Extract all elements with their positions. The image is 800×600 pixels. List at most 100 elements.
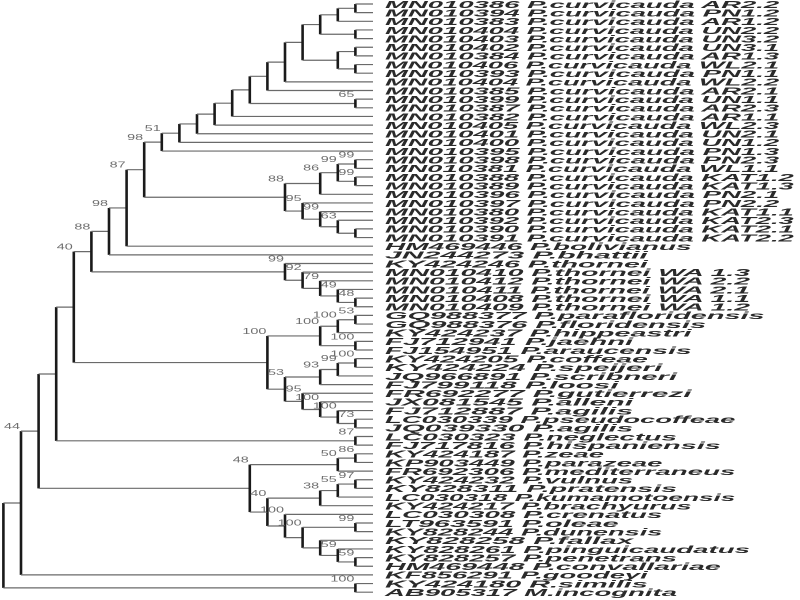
taxon-label: MN010390 P.curvicauda KAT2.1 xyxy=(385,224,794,236)
taxon-label: MN010404 P.curvicauda WL2.2 xyxy=(385,77,780,89)
bootstrap-value: 92 xyxy=(286,262,302,272)
bootstrap-value: 99 xyxy=(338,167,354,177)
bootstrap-value: 100 xyxy=(330,331,354,341)
bootstrap-value: 98 xyxy=(127,132,143,142)
bootstrap-value: 100 xyxy=(278,517,302,527)
taxon-label: KY424246 P.thornei xyxy=(385,258,651,270)
taxon-label: MN010396 P.curvicauda PN2.1 xyxy=(385,189,780,201)
bootstrap-value: 40 xyxy=(57,242,73,252)
taxon-label: KY828311 P.pratensis xyxy=(385,483,677,495)
bootstrap-value: 100 xyxy=(295,316,319,326)
taxon-label: MN010380 P.curvicauda KAT1.1 xyxy=(385,206,794,218)
taxon-label: MN010404 P.curvicauda UN2.2 xyxy=(385,25,780,37)
taxon-label: MN010399 P.curvicauda UN1.1 xyxy=(385,94,780,106)
bootstrap-value: 65 xyxy=(338,89,354,99)
bootstrap-value: 100 xyxy=(330,574,354,584)
taxon-label: MN010383 P.curvicauda AR1.2 xyxy=(385,16,780,28)
taxon-label: KY424205 P.coffeae xyxy=(385,353,648,365)
taxon-label: LC030323 P.neglectus xyxy=(385,431,677,443)
taxon-label: GQ988377 P.parafloridensis xyxy=(385,310,765,322)
bootstrap-value: 55 xyxy=(321,474,337,484)
taxon-label: LT963591 P.oleae xyxy=(385,518,619,530)
bootstrap-value: 99 xyxy=(321,353,337,363)
bootstrap-value: 51 xyxy=(145,123,161,133)
taxon-label: MN010408 P.thornei WA 1.1 xyxy=(385,293,750,305)
taxon-label: MN010385 P.curvicauda AR2.1 xyxy=(385,85,780,97)
bootstrap-value: 99 xyxy=(321,154,337,164)
taxon-label: MN010398 P.curvicauda PN2.3 xyxy=(385,155,780,167)
taxon-label: FJ712941 P.jaehni xyxy=(385,336,636,348)
taxon-label: MN010395 P.curvicauda PN1.3 xyxy=(385,146,780,158)
taxon-label: KY828244 P.dunensis xyxy=(385,526,663,538)
bootstrap-value: 100 xyxy=(330,349,354,359)
taxon-label: KY424217 P.brachyurus xyxy=(385,501,692,513)
taxon-label: MN010405 P.curvicauda WL2.3 xyxy=(385,120,780,132)
bootstrap-value: 48 xyxy=(338,288,354,298)
taxon-label: FR692277 P.gutierrezi xyxy=(385,388,695,400)
taxon-label: MN010382 P.curvicauda AR1.1 xyxy=(385,111,780,123)
bootstrap-value: 100 xyxy=(295,392,319,402)
bootstrap-value: 98 xyxy=(92,198,108,208)
taxon-label: MN010393 P.curvicauda PN1.1 xyxy=(385,68,780,80)
taxon-label: MN010394 P.curvicauda PN1.2 xyxy=(385,7,780,19)
taxon-label: FR692306 P.mediterraneus xyxy=(385,466,736,478)
bootstrap-value: 100 xyxy=(242,326,266,336)
taxon-label: JN244273 P.bhattii xyxy=(385,250,651,262)
bootstrap-value: 40 xyxy=(250,488,266,498)
bootstrap-value: 44 xyxy=(4,421,20,431)
bootstrap-value: 86 xyxy=(303,163,319,173)
taxon-label: MN010412 P.thornei WA 2.2 xyxy=(385,276,750,288)
bootstrap-value: 100 xyxy=(313,310,337,320)
bootstrap-value: 95 xyxy=(286,383,302,393)
taxon-label: KY424232 P.vulnus xyxy=(385,475,634,487)
taxon-label: MN010409 P.thornei WA 1.2 xyxy=(385,302,750,314)
taxon-label: JX081545 P.alleni xyxy=(385,397,636,409)
bootstrap-value: 59 xyxy=(321,539,337,549)
bootstrap-value: 79 xyxy=(303,271,319,281)
taxon-label: MN010403 P.curvicauda UN3.2 xyxy=(385,33,780,45)
taxon-label: MN010400 P.curvicauda UN1.2 xyxy=(385,137,780,149)
taxon-label: LC030318 P.kumamotoensis xyxy=(385,492,736,504)
bootstrap-values: 6551999999866399958898879848497992998853… xyxy=(4,89,355,583)
bootstrap-value: 49 xyxy=(321,279,337,289)
taxon-label: MN010386 P.curvicauda AR2.2 xyxy=(385,0,780,11)
taxon-label: HM469448 P.convallariae xyxy=(385,561,721,573)
taxon-label: KF856291 P.goodeyi xyxy=(385,570,651,582)
bootstrap-value: 88 xyxy=(268,173,284,183)
taxon-label: FJ717816 P.hispaniensis xyxy=(385,440,721,452)
bootstrap-value: 88 xyxy=(74,221,90,231)
bootstrap-value: 100 xyxy=(313,401,337,411)
bootstrap-value: 99 xyxy=(303,202,319,212)
taxon-label: JQ039330 P.agilis xyxy=(385,423,634,435)
bootstrap-value: 63 xyxy=(321,210,337,220)
taxon-label: KY424237 P.hippeastri xyxy=(385,328,695,340)
bootstrap-value: 53 xyxy=(338,305,354,315)
bootstrap-value: 99 xyxy=(338,513,354,523)
taxon-label: KY828257 P.penetrans xyxy=(385,552,677,564)
taxon-label: FJ712887 P.agilis xyxy=(385,405,634,417)
bootstrap-value: 100 xyxy=(260,504,284,514)
taxon-label: KY424224 P.speijeri xyxy=(385,362,665,374)
bootstrap-value: 73 xyxy=(338,409,354,419)
taxon-label: HM469446 P.bolivianus xyxy=(385,241,692,253)
bootstrap-value: 38 xyxy=(303,481,319,491)
taxon-label: KY828258 P.fallax xyxy=(385,535,636,547)
taxon-label: MN010392 P.curvicauda KAT2.3 xyxy=(385,215,794,227)
taxon-label: AB905317 M.incognita xyxy=(382,587,677,599)
taxon-label: MN010411 P.thornei WA 2.1 xyxy=(385,284,750,296)
taxon-label: FJ154951 P.araucensis xyxy=(385,345,692,357)
taxon-label: FJ799118 P.loosi xyxy=(385,379,622,391)
taxon-label: MN010402 P.curvicauda UN3.1 xyxy=(385,42,780,54)
bootstrap-value: 59 xyxy=(338,548,354,558)
taxon-label: MN010381 P.curvicauda WL1.1 xyxy=(385,163,780,175)
bootstrap-value: 95 xyxy=(286,193,302,203)
bootstrap-value: 50 xyxy=(321,448,337,458)
taxon-label: LC030308 P.crenatus xyxy=(385,509,663,521)
taxon-label: KP903449 P.parazeae xyxy=(385,457,663,469)
taxon-label: MN010384 P.curvicauda AR1.3 xyxy=(385,51,780,63)
bootstrap-value: 97 xyxy=(338,470,354,480)
taxon-label: MN010388 P.curvicauda KAT1.2 xyxy=(385,172,794,184)
taxon-label: MN010389 P.curvicauda KAT1.3 xyxy=(385,180,794,192)
